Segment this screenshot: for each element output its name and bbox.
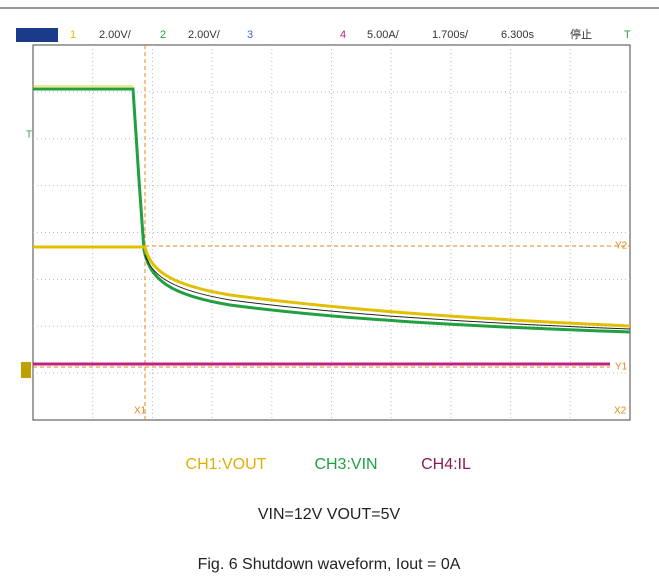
menu-icon [16,28,58,42]
ch4-scale: 5.00A/ [367,29,400,41]
legend-vout: CH1:VOUT [186,456,267,473]
y1-label: Y1 [615,362,628,373]
status-bar: 1 2.00V/ 2 2.00V/ 3 4 5.00A/ 1.700s/ 6.3… [16,27,631,42]
ch-marker [21,362,31,378]
ch4-label: 4 [340,29,346,41]
page: 1 2.00V/ 2 2.00V/ 3 4 5.00A/ 1.700s/ 6.3… [0,0,659,576]
caption: Fig. 6 Shutdown waveform, Iout = 0A [198,556,461,573]
x1-label: X1 [134,406,147,417]
ch2-scale: 2.00V/ [188,29,221,41]
trigger-icon: T [624,29,631,41]
x2-label: X2 [614,406,627,417]
ch3-label: 3 [247,29,253,41]
ch1-scale: 2.00V/ [99,29,132,41]
ch2-label: 2 [160,29,166,41]
ch1-label: 1 [70,29,76,41]
run-state: 停止 [570,27,592,41]
legend-il: CH4:IL [421,456,471,473]
delay: 6.300s [501,29,535,41]
y2-label: Y2 [615,241,628,252]
legend-vin: CH3:VIN [314,456,377,473]
trigger-level: T [26,130,32,141]
timebase: 1.700s/ [432,29,469,41]
conditions: VIN=12V VOUT=5V [258,506,401,523]
